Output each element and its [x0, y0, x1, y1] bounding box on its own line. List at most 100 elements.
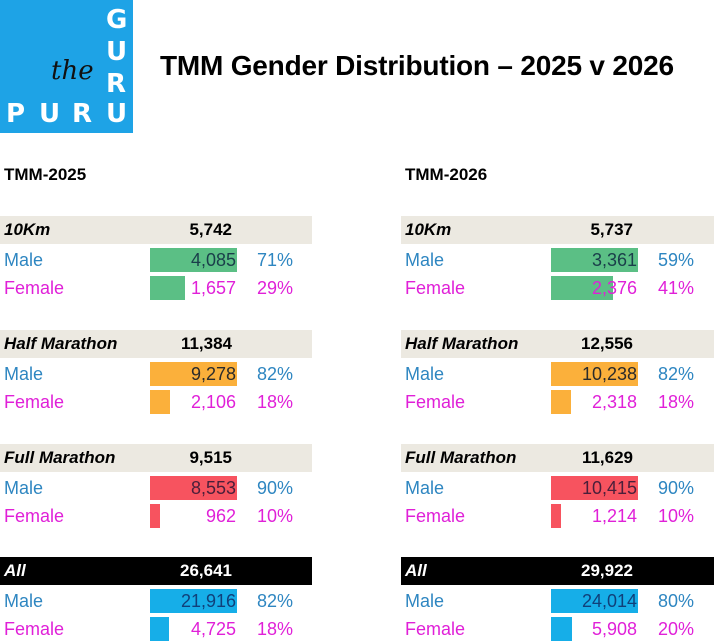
row-male: Male 8,553 90%: [0, 475, 312, 501]
male-percent: 90%: [657, 478, 694, 498]
category-name: 10Km: [405, 220, 452, 239]
male-percent: 82%: [657, 364, 694, 384]
female-data-bar: [150, 276, 185, 300]
male-label: Male: [405, 478, 445, 498]
male-label: Male: [4, 478, 44, 498]
male-count: 8,553: [190, 478, 236, 498]
category-header: All 26,641: [0, 557, 312, 585]
female-count: 5,908: [591, 619, 637, 639]
female-count: 4,725: [190, 619, 236, 639]
male-count: 10,415: [581, 478, 637, 498]
male-data-bar: [551, 362, 638, 386]
category-header: Half Marathon 12,556: [401, 330, 714, 358]
male-label: Male: [405, 364, 445, 384]
category-name: 10Km: [4, 220, 51, 239]
logo-letter: G: [106, 5, 128, 35]
category-header: Full Marathon 11,629: [401, 444, 714, 472]
logo-script-word: the: [51, 56, 94, 86]
row-male: Male 9,278 82%: [0, 361, 312, 387]
female-label: Female: [405, 278, 466, 298]
female-percent: 10%: [657, 506, 694, 526]
female-percent: 18%: [256, 619, 293, 639]
female-label: Female: [4, 619, 65, 639]
category-total: 29,922: [581, 561, 633, 580]
female-label: Female: [4, 506, 65, 526]
female-label: Female: [405, 506, 466, 526]
male-count: 9,278: [190, 364, 236, 384]
female-count: 1,214: [591, 506, 637, 526]
male-data-bar: [551, 589, 638, 613]
row-female: Female 4,725 18%: [0, 616, 312, 642]
row-male: Male 10,238 82%: [401, 361, 714, 387]
male-count: 10,238: [581, 364, 637, 384]
female-percent: 18%: [256, 392, 293, 412]
female-percent: 10%: [256, 506, 293, 526]
category-total: 9,515: [189, 448, 232, 467]
female-data-bar: [551, 276, 613, 300]
female-label: Female: [4, 392, 65, 412]
row-female: Female 2,376 41%: [401, 275, 714, 301]
category-header: All 29,922: [401, 557, 714, 585]
male-data-bar: [150, 589, 237, 613]
male-label: Male: [4, 364, 44, 384]
female-label: Female: [405, 619, 466, 639]
male-label: Male: [405, 250, 445, 270]
male-count: 4,085: [190, 250, 236, 270]
category-name: Half Marathon: [405, 334, 519, 353]
female-data-bar: [150, 617, 169, 641]
the-guru-puru-logo: G U R P U R U the: [0, 0, 133, 133]
female-data-bar: [150, 504, 160, 528]
female-percent: 18%: [657, 392, 694, 412]
row-male: Male 10,415 90%: [401, 475, 714, 501]
row-male: Male 4,085 71%: [0, 247, 312, 273]
female-data-bar: [551, 617, 572, 641]
row-male: Male 3,361 59%: [401, 247, 714, 273]
logo-letter: U: [39, 99, 61, 129]
male-data-bar: [150, 362, 237, 386]
category-total: 11,384: [180, 334, 232, 353]
male-label: Male: [4, 591, 44, 611]
category-header: Full Marathon 9,515: [0, 444, 312, 472]
category-header: 10Km 5,742: [0, 216, 312, 244]
male-percent: 90%: [256, 478, 293, 498]
female-percent: 41%: [657, 278, 694, 298]
female-percent: 29%: [256, 278, 293, 298]
male-percent: 71%: [256, 250, 293, 270]
male-data-bar: [551, 248, 638, 272]
category-name: Full Marathon: [4, 448, 116, 467]
logo-letter: U: [106, 99, 128, 129]
logo-letter: U: [106, 37, 128, 67]
female-data-bar: [551, 504, 561, 528]
row-female: Female 962 10%: [0, 503, 312, 529]
category-total: 26,641: [180, 561, 232, 580]
row-female: Female 1,214 10%: [401, 503, 714, 529]
row-female: Female 2,318 18%: [401, 389, 714, 415]
page-title: TMM Gender Distribution – 2025 v 2026: [160, 50, 674, 81]
panel-title: TMM-2026: [405, 165, 488, 184]
row-female: Female 1,657 29%: [0, 275, 312, 301]
category-name: All: [4, 561, 26, 580]
female-label: Female: [4, 278, 65, 298]
male-count: 24,014: [581, 591, 637, 611]
logo-letter: R: [106, 69, 127, 99]
category-total: 12,556: [581, 334, 633, 353]
male-data-bar: [150, 248, 237, 272]
female-data-bar: [150, 390, 170, 414]
male-percent: 82%: [256, 364, 293, 384]
female-data-bar: [551, 390, 571, 414]
category-total: 11,629: [581, 448, 633, 467]
category-total: 5,742: [189, 220, 232, 239]
female-count: 2,106: [190, 392, 236, 412]
panel-title: TMM-2025: [4, 165, 87, 184]
category-name: Full Marathon: [405, 448, 517, 467]
female-percent: 20%: [657, 619, 694, 639]
female-count: 1,657: [190, 278, 236, 298]
category-total: 5,737: [590, 220, 633, 239]
male-percent: 80%: [657, 591, 694, 611]
female-label: Female: [405, 392, 466, 412]
category-name: All: [405, 561, 427, 580]
row-male: Male 21,916 82%: [0, 588, 312, 614]
category-name: Half Marathon: [4, 334, 118, 353]
row-female: Female 5,908 20%: [401, 616, 714, 642]
male-label: Male: [405, 591, 445, 611]
